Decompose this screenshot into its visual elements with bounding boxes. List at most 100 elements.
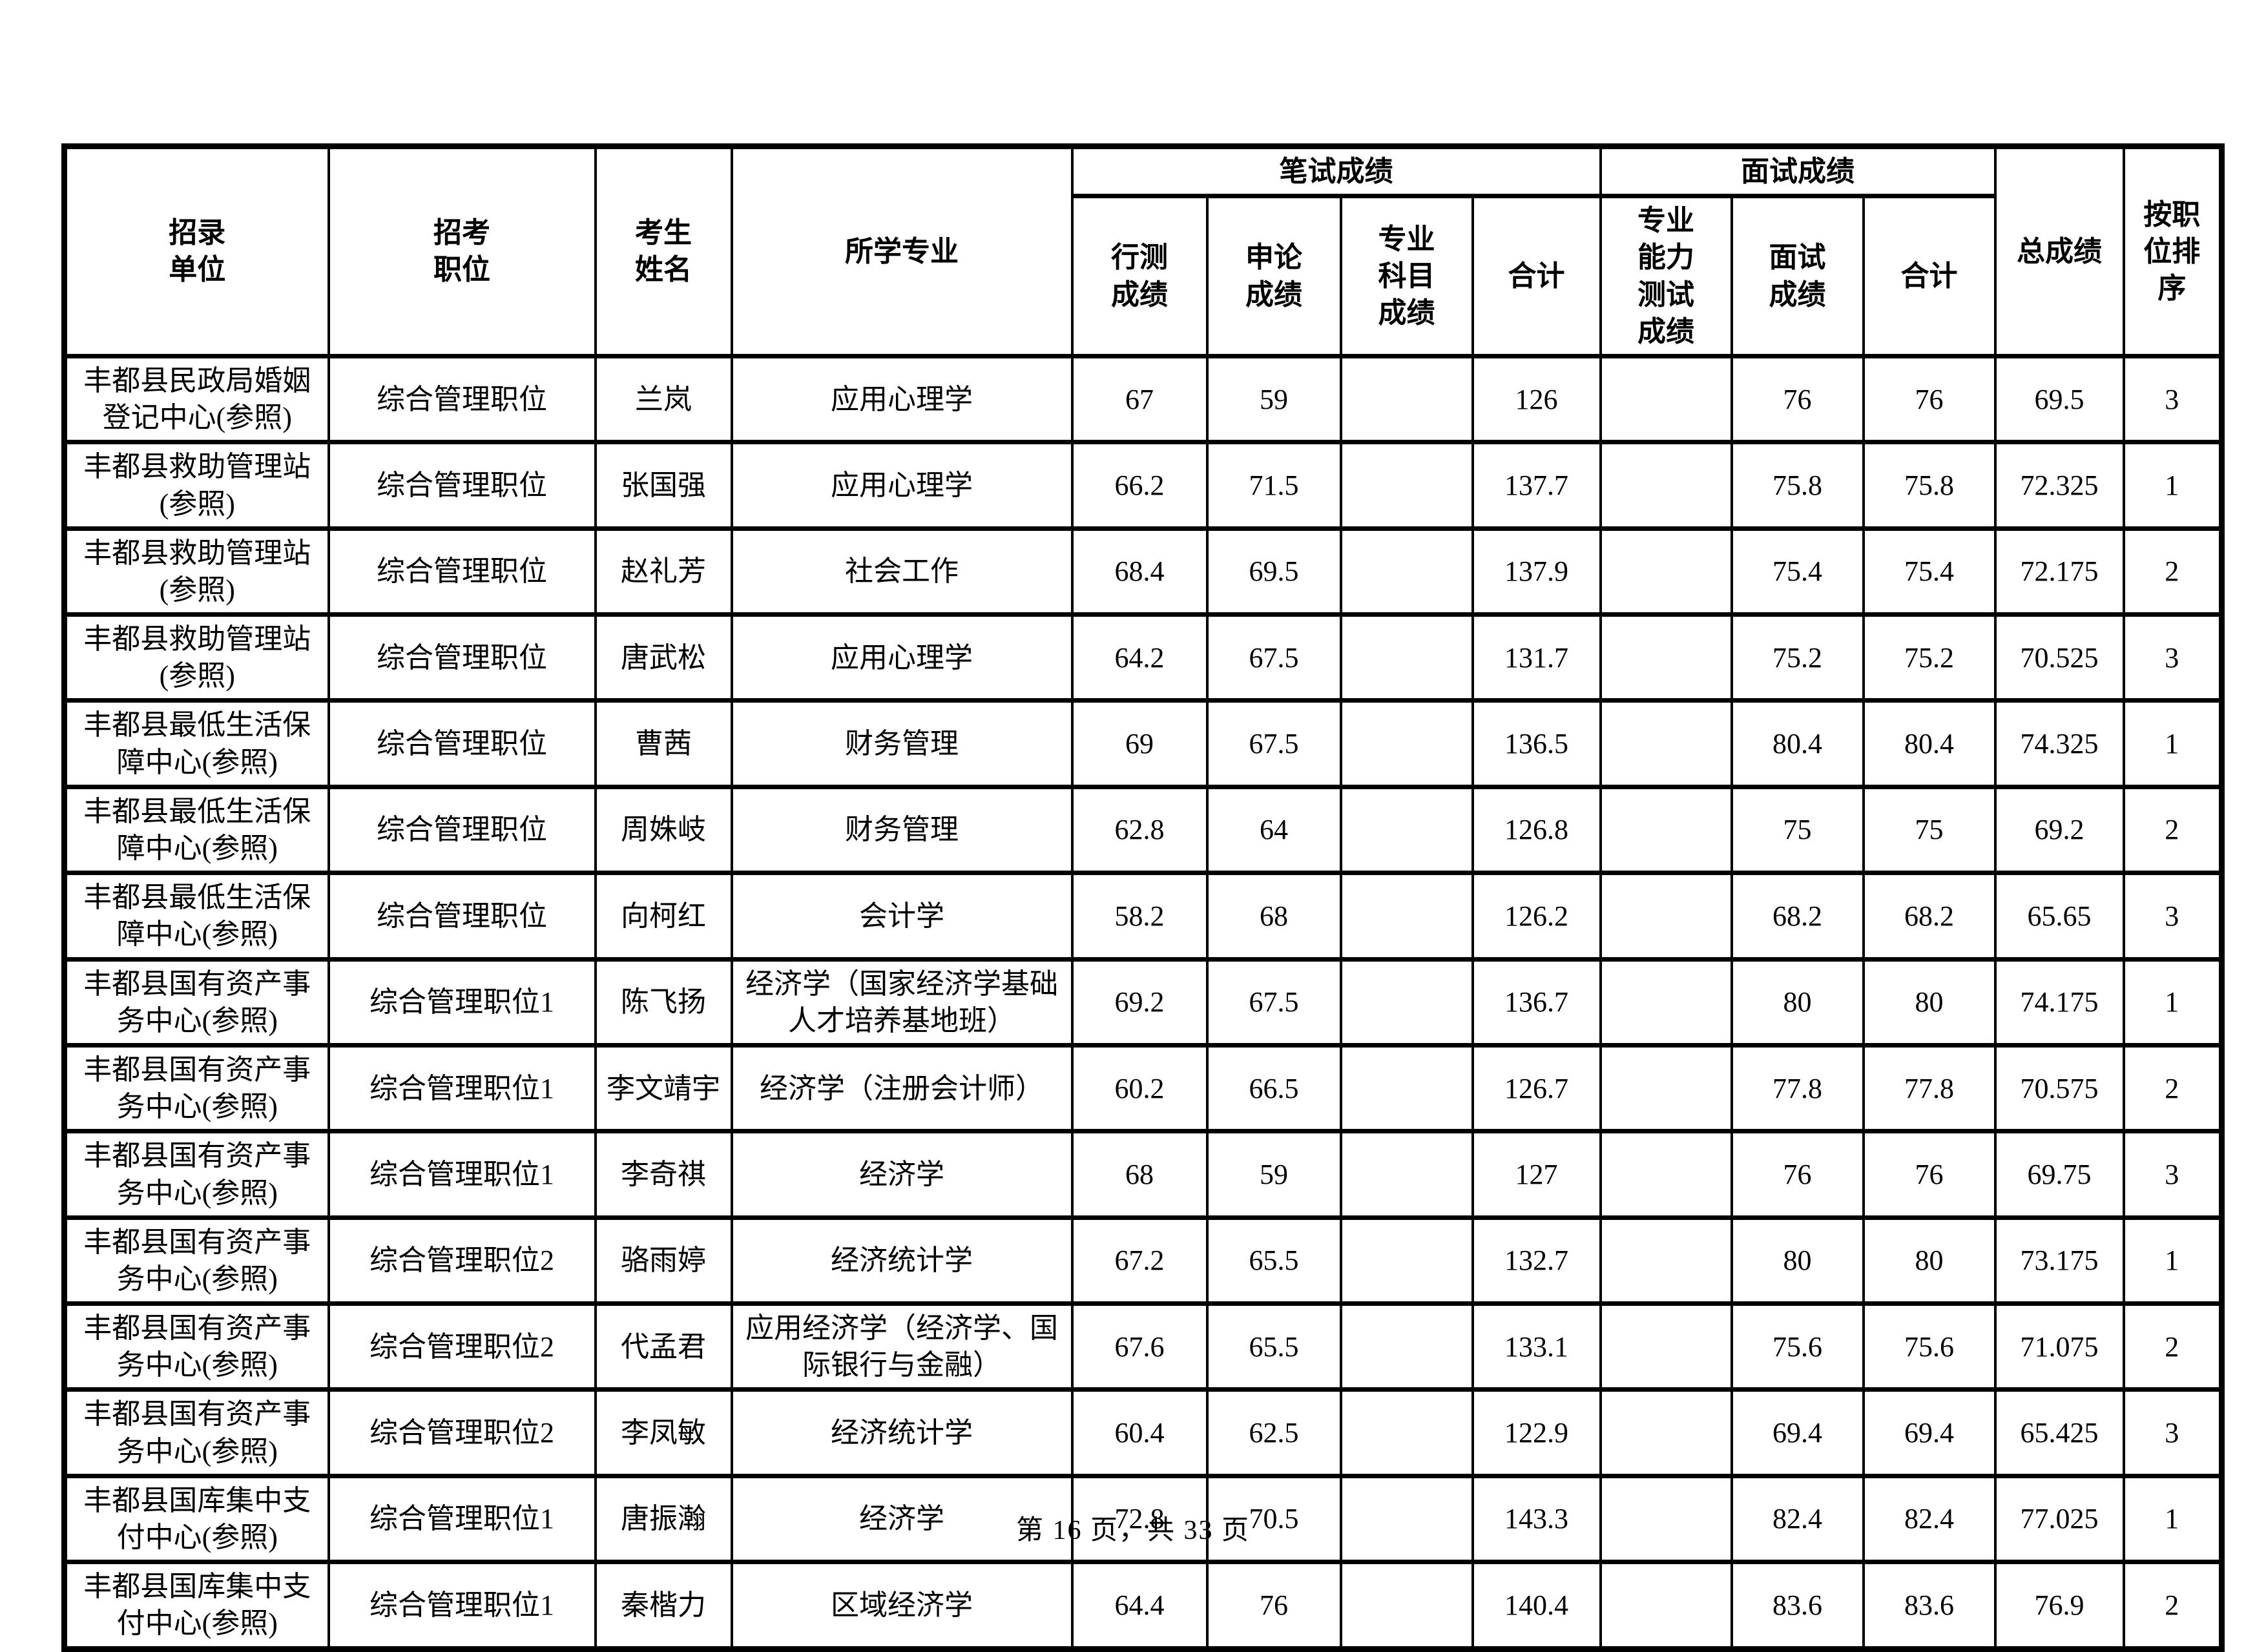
- cell-rank: 3: [2122, 1129, 2223, 1220]
- cell-interview: 82.4: [1730, 1473, 1865, 1565]
- cell-name: 向柯红: [594, 871, 733, 962]
- cell-unit: 丰都县最低生活保障中心(参照): [63, 871, 330, 962]
- cell-shenlun: 62.5: [1205, 1387, 1342, 1478]
- cell-shenlun: 59: [1205, 1129, 1342, 1220]
- cell-overall: 71.075: [1993, 1301, 2125, 1392]
- cell-written_total: 137.7: [1471, 440, 1602, 531]
- cell-major: 社会工作: [730, 526, 1074, 617]
- cell-name: 李奇祺: [594, 1129, 733, 1220]
- score-table: 招录 单位 招考 职位 考生 姓名 所学专业 笔试成绩 面试成绩 总成绩 按职 …: [61, 143, 2225, 1652]
- cell-name: 陈飞扬: [594, 956, 733, 1048]
- table-row: 丰都县救助管理站(参照) 综合管理职位 唐武松 应用心理学 64.2 67.5 131.7 7…: [63, 612, 2223, 703]
- cell-written_total: 143.3: [1471, 1473, 1602, 1565]
- table-row: 丰都县民政局婚姻登记中心(参照) 综合管理职位 兰岚 应用心理学 67 59 126 76 76…: [63, 353, 2223, 445]
- cell-position: 综合管理职位2: [327, 1215, 597, 1306]
- cell-interview_total: 75.8: [1862, 440, 1997, 531]
- cell-rank: 2: [2122, 1560, 2223, 1651]
- cell-subject: [1339, 1042, 1474, 1134]
- cell-interview: 75.6: [1730, 1301, 1865, 1392]
- cell-subject: [1339, 526, 1474, 617]
- cell-rank: 3: [2122, 871, 2223, 962]
- cell-unit: 丰都县国库集中支付中心(参照): [63, 1560, 330, 1651]
- cell-unit: 丰都县国有资产事务中心(参照): [63, 1042, 330, 1134]
- cell-ability: [1599, 440, 1733, 531]
- table-row: 丰都县最低生活保障中心(参照) 综合管理职位 曹茜 财务管理 69 67.5 136.5 80…: [63, 698, 2223, 789]
- cell-subject: [1339, 1129, 1474, 1220]
- cell-interview: 80: [1730, 1215, 1865, 1306]
- col-group-interview-score: 面试成绩: [1599, 143, 1997, 199]
- cell-subject: [1339, 1473, 1474, 1565]
- cell-ability: [1599, 871, 1733, 962]
- cell-shenlun: 70.5: [1205, 1473, 1342, 1565]
- cell-major: 经济学（国家经济学基础人才培养基地班）: [730, 956, 1074, 1048]
- cell-major: 应用心理学: [730, 353, 1074, 445]
- cell-xingce: 68.4: [1070, 526, 1209, 617]
- cell-xingce: 68: [1070, 1129, 1209, 1220]
- col-header-interview-total: 合计: [1862, 194, 1997, 358]
- cell-interview_total: 77.8: [1862, 1042, 1997, 1134]
- cell-interview: 75.8: [1730, 440, 1865, 531]
- cell-interview_total: 69.4: [1862, 1387, 1997, 1478]
- col-header-position: 招考 职位: [327, 144, 597, 358]
- cell-unit: 丰都县国有资产事务中心(参照): [63, 1301, 330, 1392]
- cell-overall: 69.5: [1993, 353, 2125, 445]
- cell-interview_total: 82.4: [1862, 1473, 1997, 1565]
- cell-subject: [1339, 440, 1474, 531]
- table-row: 丰都县国有资产事务中心(参照) 综合管理职位2 李凤敏 经济统计学 60.4 62.5 12…: [63, 1387, 2223, 1478]
- cell-xingce: 64.2: [1070, 612, 1209, 703]
- cell-ability: [1599, 1042, 1733, 1134]
- cell-overall: 74.175: [1993, 956, 2125, 1048]
- cell-unit: 丰都县国有资产事务中心(参照): [63, 956, 330, 1048]
- cell-position: 综合管理职位1: [327, 1129, 597, 1220]
- cell-subject: [1339, 871, 1474, 962]
- cell-unit: 丰都县民政局婚姻登记中心(参照): [63, 353, 330, 445]
- cell-written_total: 122.9: [1471, 1387, 1602, 1478]
- cell-interview_total: 75.4: [1862, 526, 1997, 617]
- cell-shenlun: 64: [1205, 784, 1342, 876]
- cell-unit: 丰都县救助管理站(参照): [63, 526, 330, 617]
- cell-major: 经济统计学: [730, 1387, 1074, 1478]
- cell-written_total: 126.8: [1471, 784, 1602, 876]
- cell-overall: 70.575: [1993, 1042, 2125, 1134]
- cell-rank: 3: [2122, 353, 2223, 445]
- cell-xingce: 72.8: [1070, 1473, 1209, 1565]
- cell-written_total: 127: [1471, 1129, 1602, 1220]
- cell-ability: [1599, 1129, 1733, 1220]
- cell-xingce: 67.2: [1070, 1215, 1209, 1306]
- cell-interview_total: 80.4: [1862, 698, 1997, 789]
- cell-major: 应用经济学（经济学、国际银行与金融）: [730, 1301, 1074, 1392]
- col-header-name: 考生 姓名: [594, 144, 733, 358]
- cell-shenlun: 59: [1205, 353, 1342, 445]
- cell-subject: [1339, 1387, 1474, 1478]
- col-header-rank: 按职 位排 序: [2122, 144, 2223, 358]
- cell-xingce: 69.2: [1070, 956, 1209, 1048]
- cell-interview_total: 75: [1862, 784, 1997, 876]
- cell-position: 综合管理职位: [327, 698, 597, 789]
- cell-major: 会计学: [730, 871, 1074, 962]
- cell-major: 应用心理学: [730, 612, 1074, 703]
- cell-overall: 70.525: [1993, 612, 2125, 703]
- table-body: 丰都县民政局婚姻登记中心(参照) 综合管理职位 兰岚 应用心理学 67 59 126 76 76…: [63, 353, 2223, 1651]
- cell-interview: 83.6: [1730, 1560, 1865, 1651]
- cell-overall: 69.2: [1993, 784, 2125, 876]
- cell-interview: 75.4: [1730, 526, 1865, 617]
- cell-rank: 1: [2122, 440, 2223, 531]
- cell-xingce: 60.4: [1070, 1387, 1209, 1478]
- cell-rank: 2: [2122, 1301, 2223, 1392]
- cell-shenlun: 66.5: [1205, 1042, 1342, 1134]
- table-row: 丰都县国有资产事务中心(参照) 综合管理职位1 李文靖宇 经济学（注册会计师） 60.2…: [63, 1042, 2223, 1134]
- col-group-written-score: 笔试成绩: [1070, 143, 1602, 199]
- document-page: 招录 单位 招考 职位 考生 姓名 所学专业 笔试成绩 面试成绩 总成绩 按职 …: [61, 143, 2225, 1652]
- cell-name: 张国强: [594, 440, 733, 531]
- cell-unit: 丰都县国有资产事务中心(参照): [63, 1215, 330, 1306]
- cell-major: 财务管理: [730, 784, 1074, 876]
- cell-interview_total: 68.2: [1862, 871, 1997, 962]
- col-header-subject-score: 专业 科目 成绩: [1339, 194, 1474, 358]
- cell-shenlun: 76: [1205, 1560, 1342, 1651]
- cell-name: 骆雨婷: [594, 1215, 733, 1306]
- cell-position: 综合管理职位: [327, 353, 597, 445]
- cell-name: 兰岚: [594, 353, 733, 445]
- cell-unit: 丰都县救助管理站(参照): [63, 440, 330, 531]
- cell-major: 区域经济学: [730, 1560, 1074, 1651]
- cell-position: 综合管理职位: [327, 871, 597, 962]
